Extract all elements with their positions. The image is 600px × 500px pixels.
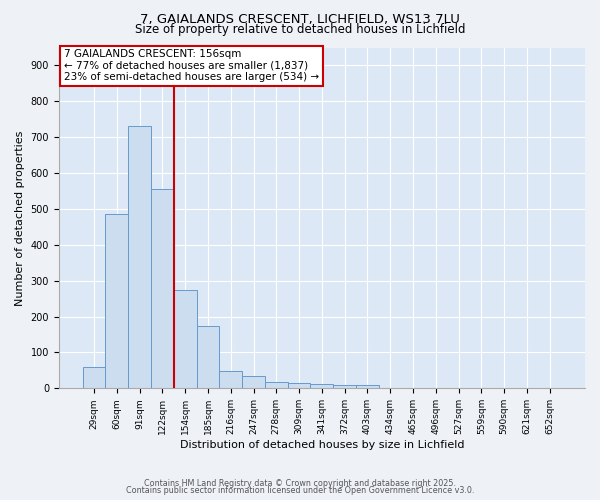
Bar xyxy=(197,326,220,388)
Bar xyxy=(151,189,174,388)
Y-axis label: Number of detached properties: Number of detached properties xyxy=(15,130,25,306)
Text: 7 GAIALANDS CRESCENT: 156sqm
← 77% of detached houses are smaller (1,837)
23% of: 7 GAIALANDS CRESCENT: 156sqm ← 77% of de… xyxy=(64,49,319,82)
Bar xyxy=(83,367,106,388)
Text: Contains public sector information licensed under the Open Government Licence v3: Contains public sector information licen… xyxy=(126,486,474,495)
Bar xyxy=(288,383,310,388)
Bar xyxy=(242,376,265,388)
Text: Size of property relative to detached houses in Lichfield: Size of property relative to detached ho… xyxy=(135,22,465,36)
Bar xyxy=(265,382,288,388)
Bar xyxy=(333,386,356,388)
Bar xyxy=(174,290,197,388)
Bar xyxy=(310,384,333,388)
Bar xyxy=(128,126,151,388)
X-axis label: Distribution of detached houses by size in Lichfield: Distribution of detached houses by size … xyxy=(179,440,464,450)
Bar xyxy=(106,214,128,388)
Bar xyxy=(220,371,242,388)
Text: 7, GAIALANDS CRESCENT, LICHFIELD, WS13 7LU: 7, GAIALANDS CRESCENT, LICHFIELD, WS13 7… xyxy=(140,12,460,26)
Bar xyxy=(356,386,379,388)
Text: Contains HM Land Registry data © Crown copyright and database right 2025.: Contains HM Land Registry data © Crown c… xyxy=(144,478,456,488)
